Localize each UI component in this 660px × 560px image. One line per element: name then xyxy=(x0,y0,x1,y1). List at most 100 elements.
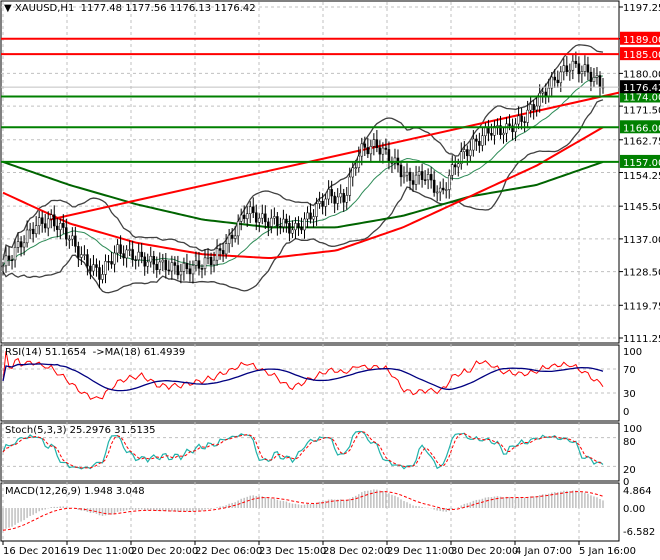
stoch-tick-label: 20 xyxy=(623,465,636,476)
candle xyxy=(288,223,291,234)
candle xyxy=(432,179,436,193)
candle xyxy=(80,254,83,258)
candle xyxy=(550,76,553,89)
collapse-triangle-icon[interactable]: ▼ xyxy=(4,3,15,14)
moving-average-red xyxy=(2,126,604,260)
rsi-tick-label: 100 xyxy=(623,347,642,358)
candle xyxy=(508,123,511,127)
time-tick-label: 5 Jan 16:00 xyxy=(579,546,636,557)
candle xyxy=(441,187,445,191)
candle xyxy=(315,203,318,217)
candle xyxy=(444,189,448,191)
candle xyxy=(252,206,255,213)
candle xyxy=(68,238,71,241)
candle xyxy=(173,262,177,266)
candle xyxy=(239,214,243,222)
candle xyxy=(324,198,327,207)
stoch-main-line xyxy=(2,430,604,470)
candle xyxy=(95,264,98,268)
candle xyxy=(291,229,294,234)
candle xyxy=(547,87,550,97)
candle xyxy=(463,149,466,152)
candle xyxy=(460,151,463,164)
price-level-tag-label: 1189.00 xyxy=(623,35,660,46)
time-tick-label: 22 Dec 06:00 xyxy=(195,546,262,557)
candle xyxy=(158,261,162,270)
candle xyxy=(218,248,222,251)
candle xyxy=(366,147,370,155)
candle xyxy=(146,261,149,267)
candle xyxy=(59,223,62,230)
candle xyxy=(487,127,490,134)
candle xyxy=(306,212,309,220)
candle xyxy=(529,104,532,111)
candle xyxy=(74,235,77,247)
candle xyxy=(37,217,41,226)
candle xyxy=(414,174,418,185)
candle xyxy=(520,115,523,122)
candle xyxy=(583,64,587,72)
price-level-tag-label: 1157.00 xyxy=(623,158,660,169)
candle xyxy=(354,167,358,169)
candle xyxy=(327,189,330,200)
candle xyxy=(22,242,26,248)
time-tick-label: 23 Dec 15:00 xyxy=(259,546,326,557)
candle xyxy=(330,189,333,197)
candle xyxy=(10,259,14,261)
price-tick-label: 1162.75 xyxy=(623,136,660,147)
candle xyxy=(143,256,146,267)
candle xyxy=(122,253,125,259)
candle xyxy=(538,92,541,107)
stoch-tick-label: 0 xyxy=(623,477,629,488)
price-level-tag xyxy=(620,47,660,61)
candle xyxy=(303,218,306,231)
candle xyxy=(481,135,484,146)
candle xyxy=(318,200,321,204)
candle xyxy=(197,260,201,269)
current-price-tag xyxy=(620,80,660,94)
current-price-tag-label: 1176.42 xyxy=(623,83,660,94)
pane-border xyxy=(0,344,620,422)
time-tick-label: 28 Dec 02:00 xyxy=(323,546,390,557)
candle xyxy=(297,223,300,228)
candle xyxy=(559,71,563,84)
candle xyxy=(258,217,261,223)
candle xyxy=(276,216,279,227)
candle xyxy=(339,193,342,198)
candle xyxy=(116,244,119,254)
candle xyxy=(505,123,508,134)
candle xyxy=(56,225,59,230)
candle xyxy=(333,195,336,204)
candle xyxy=(134,259,137,261)
candle xyxy=(589,71,593,82)
candle xyxy=(164,259,168,271)
candle xyxy=(511,125,514,133)
rsi-ma-line xyxy=(2,363,604,392)
candle xyxy=(375,139,379,148)
candle xyxy=(535,105,538,111)
candle xyxy=(321,200,324,207)
candle xyxy=(233,235,237,239)
candle xyxy=(242,214,246,219)
time-tick-label: 30 Dec 20:00 xyxy=(451,546,518,557)
candle xyxy=(475,138,478,142)
candle xyxy=(553,76,557,81)
candle xyxy=(92,264,95,272)
candle xyxy=(43,223,47,229)
time-tick-label: 20 Dec 20:00 xyxy=(131,546,198,557)
chart-header: ▼ XAUUSD,H1 1177.48 1177.56 1176.13 1176… xyxy=(4,3,256,14)
candle xyxy=(110,261,113,265)
candle xyxy=(4,255,8,267)
candle xyxy=(200,268,204,270)
candle xyxy=(31,228,35,235)
candle xyxy=(19,241,23,248)
candle xyxy=(7,255,11,260)
candle xyxy=(167,269,171,272)
candle xyxy=(113,252,116,265)
candle xyxy=(526,109,529,123)
rsi-label: RSI(14) 51.1654 ->MA(18) 61.4939 xyxy=(5,347,186,358)
macd-tick-label: 0.00 xyxy=(623,504,645,515)
candle xyxy=(267,221,270,227)
rsi-tick-label: 30 xyxy=(623,389,636,400)
